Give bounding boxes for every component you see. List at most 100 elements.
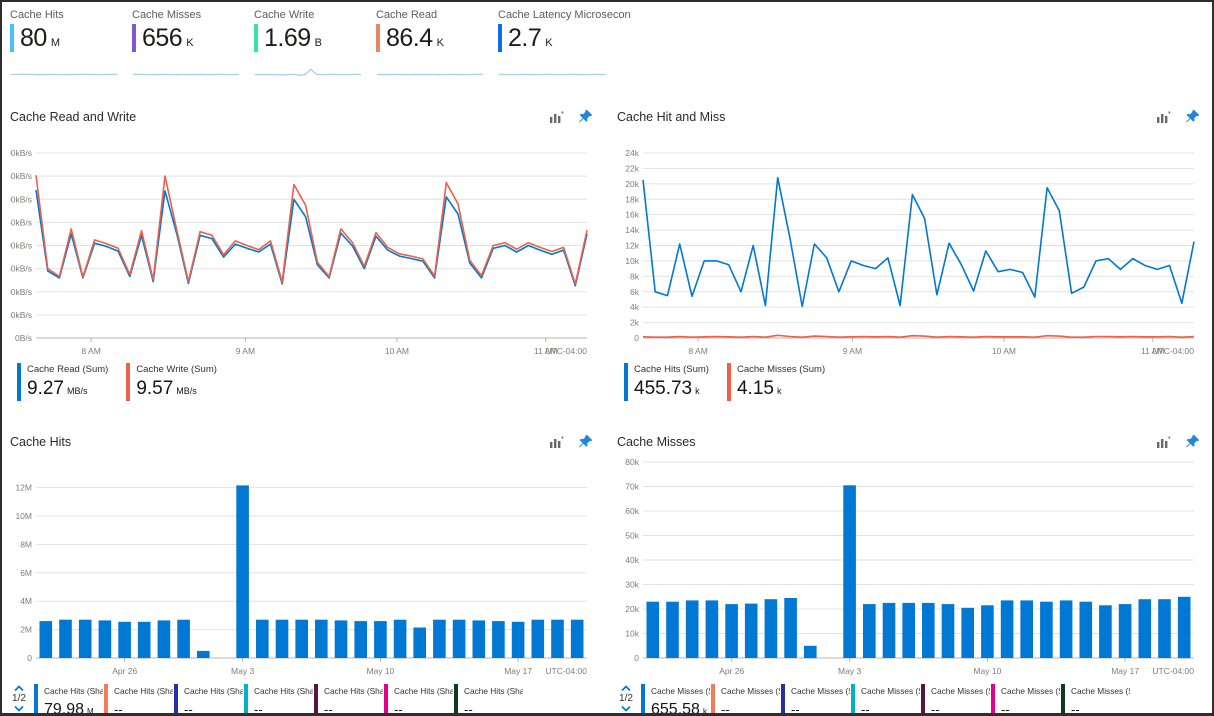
chart-header-actions xyxy=(549,434,593,449)
metrics-icon[interactable] xyxy=(549,435,564,449)
legend-value-number: -- xyxy=(721,702,730,716)
legend-item[interactable]: Cache Misses (Sum) 4.15 k xyxy=(726,363,825,401)
metric-value: 1.69 xyxy=(264,24,311,52)
legend-value-number: 9.57 xyxy=(136,378,174,399)
legend-value-number: 79.98 xyxy=(44,701,85,716)
legend-value-unit: k xyxy=(776,386,782,396)
legend-item[interactable]: Cache Hits (Shard 4).. -- xyxy=(314,684,383,713)
legend-series-value: 9.27 MB/s xyxy=(27,379,108,401)
legend-item[interactable]: Cache Misses (Shard .. -- xyxy=(991,684,1060,713)
metric-unit: K xyxy=(436,37,445,49)
legend-color-bar xyxy=(104,684,108,713)
legend-series-value: 455.73 k xyxy=(634,379,709,401)
svg-text:May 10: May 10 xyxy=(973,666,1001,676)
metric-tile-cache-latency-microsecon[interactable]: Cache Latency Microsecon 2.7 K xyxy=(498,8,631,81)
legend-text: Cache Misses (Sum) 4.15 k xyxy=(737,363,825,401)
legend-item[interactable]: Cache Hits (Sum) 455.73 k xyxy=(624,363,709,401)
metric-tile-cache-misses[interactable]: Cache Misses 656 K xyxy=(132,8,240,81)
legend-page-up-icon[interactable] xyxy=(13,684,25,692)
legend-series-value: 4.15 k xyxy=(737,379,825,401)
legend-series-name: Cache Misses (Shard .. xyxy=(1001,686,1060,696)
metric-tile-value: 1.69 B xyxy=(254,24,362,52)
legend-color-bar xyxy=(921,684,925,713)
svg-text:100kB/s: 100kB/s xyxy=(10,287,32,297)
legend-item[interactable]: Cache Misses (Shard .. -- xyxy=(781,684,850,713)
metric-value: 80 xyxy=(20,24,47,52)
legend-item[interactable]: Cache Read (Sum) 9.27 MB/s xyxy=(17,363,108,401)
chart-header-actions xyxy=(1156,109,1200,124)
legend-text: Cache Hits (Shard 1).. -- xyxy=(114,684,173,716)
metric-tile-cache-hits[interactable]: Cache Hits 80 M xyxy=(10,8,118,81)
svg-text:8 AM: 8 AM xyxy=(688,346,707,356)
legend-text: Cache Hits (Shard 3).. -- xyxy=(254,684,313,713)
legend-item[interactable]: Cache Misses (Shard .. 655.58k xyxy=(641,684,710,716)
svg-text:50k: 50k xyxy=(625,531,639,541)
legend-text: Cache Hits (Shard 6).. -- xyxy=(464,684,523,713)
pin-icon[interactable] xyxy=(578,434,593,449)
legend-item[interactable]: Cache Hits (Shard 5).. -- xyxy=(384,684,453,713)
legend-value-unit: k xyxy=(702,707,707,716)
chart-header: Cache Hits xyxy=(2,422,609,452)
legend-page-down-icon[interactable] xyxy=(620,705,632,713)
chart-header-actions xyxy=(1156,434,1200,449)
chart-plot: 80k 70k 60k 50k 40k 30k 20k 10k 0 Apr 26 May 3 May … xyxy=(625,457,1194,676)
legend-value-unit: MB/s xyxy=(176,386,197,396)
legend-series-name: Cache Misses (Sum) xyxy=(736,364,826,375)
legend-item[interactable]: Cache Misses (Shard .. -- xyxy=(711,684,780,716)
legend-series-name: Cache Hits (Shard 6).. xyxy=(464,686,523,696)
metrics-icon[interactable] xyxy=(1156,435,1171,449)
legend-series-name: Cache Hits (Shard 3).. xyxy=(254,686,313,696)
legend-value-number: -- xyxy=(1071,702,1080,716)
metric-tile-label: Cache Hits xyxy=(10,9,64,21)
metric-unit: K xyxy=(545,37,553,49)
pin-icon[interactable] xyxy=(578,109,593,124)
legend-page-down[interactable] xyxy=(620,705,632,713)
legend-page-down[interactable] xyxy=(13,705,25,713)
legend-page-up[interactable] xyxy=(13,684,25,692)
legend-text: Cache Hits (Shard 2).. -- xyxy=(184,684,243,713)
legend-item[interactable]: Cache Misses (Shard .. -- xyxy=(851,684,920,713)
metric-tiles-row: Cache Hits 80 M Cache Misses 656 K Cache Write… xyxy=(10,8,631,81)
legend-series-name: Cache Misses (Shard .. xyxy=(931,686,990,696)
metric-color-bar xyxy=(10,24,14,52)
chart-header: Cache Misses xyxy=(609,422,1212,452)
legend-item[interactable]: Cache Misses (Shard .. -- xyxy=(1061,684,1130,716)
legend-page-up[interactable] xyxy=(620,684,632,692)
legend-page-down-icon[interactable] xyxy=(13,705,25,713)
legend-value-number: -- xyxy=(114,702,123,716)
pin-icon[interactable] xyxy=(1185,109,1200,124)
svg-text:9 AM: 9 AM xyxy=(843,346,862,356)
legend-pager: 1/2 xyxy=(615,684,637,713)
pin-icon[interactable] xyxy=(1185,434,1200,449)
legend-item[interactable]: Cache Hits (Shard 0).. 79.98M xyxy=(34,684,103,716)
legend-item[interactable]: Cache Hits (Shard 1).. -- xyxy=(104,684,173,716)
legend-color-bar xyxy=(314,684,318,713)
svg-text:22k: 22k xyxy=(625,163,639,173)
chart-header: Cache Read and Write xyxy=(2,97,609,127)
legend-item[interactable]: Cache Hits (Shard 6).. -- xyxy=(454,684,523,713)
metric-tile-label: Cache Misses xyxy=(132,9,202,21)
metrics-icon[interactable] xyxy=(549,110,564,124)
legend-item[interactable]: Cache Hits (Shard 2).. -- xyxy=(174,684,243,713)
metric-tile-cache-read[interactable]: Cache Read 86.4 K xyxy=(376,8,484,81)
metrics-icon[interactable] xyxy=(1156,110,1171,124)
svg-text:May 3: May 3 xyxy=(231,666,254,676)
metric-tile-cache-write[interactable]: Cache Write 1.69 B xyxy=(254,8,362,81)
legend-value-number: -- xyxy=(931,702,940,716)
legend-series-value: -- xyxy=(464,700,523,713)
legend-item[interactable]: Cache Hits (Shard 3).. -- xyxy=(244,684,313,713)
legend-page-up-icon[interactable] xyxy=(620,684,632,692)
legend-color-bar xyxy=(991,684,995,713)
svg-text:UTC-04:00: UTC-04:00 xyxy=(545,346,587,356)
legend-series-name: Cache Hits (Shard 0).. xyxy=(44,686,103,696)
svg-text:8 AM: 8 AM xyxy=(81,346,100,356)
legend-item[interactable]: Cache Write (Sum) 9.57 MB/s xyxy=(126,363,217,401)
metric-unit: K xyxy=(186,37,194,49)
legend-color-bar xyxy=(851,684,855,713)
svg-text:18k: 18k xyxy=(625,194,639,204)
legend-color-bar xyxy=(1061,684,1065,713)
metric-tile-label: Cache Read xyxy=(376,9,438,21)
svg-text:May 3: May 3 xyxy=(838,666,861,676)
legend-item[interactable]: Cache Misses (Shard .. -- xyxy=(921,684,990,716)
